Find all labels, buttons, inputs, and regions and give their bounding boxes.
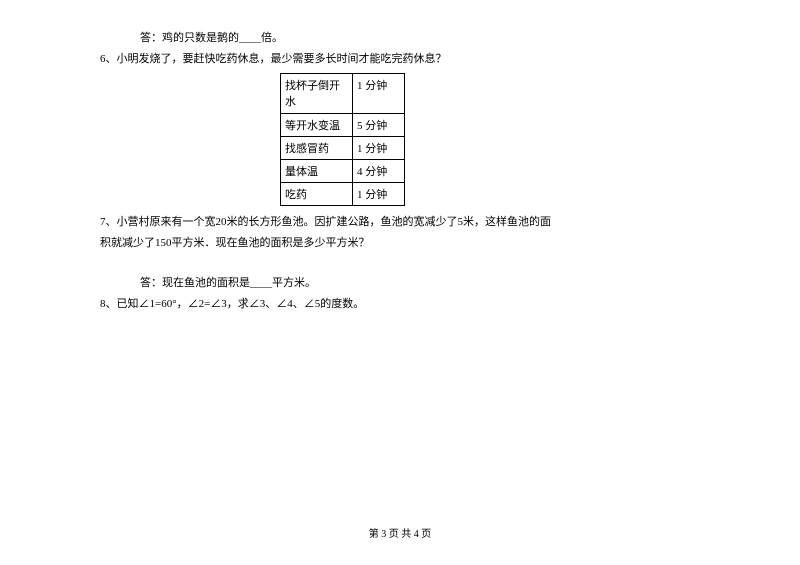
time-cell: 1 分钟 [353, 74, 405, 114]
q8-text: 8、已知∠1=60°，∠2=∠3，求∠3、∠4、∠5的度数。 [100, 296, 700, 314]
q5-answer-line: 答：鸡的只数是鹅的____倍。 [100, 30, 700, 48]
activity-table-container: 找杯子倒开水1 分钟等开水变温5 分钟找感冒药1 分钟量体温4 分钟吃药1 分钟 [280, 73, 700, 206]
time-cell: 1 分钟 [353, 183, 405, 206]
activity-table: 找杯子倒开水1 分钟等开水变温5 分钟找感冒药1 分钟量体温4 分钟吃药1 分钟 [280, 73, 405, 206]
table-row: 找杯子倒开水1 分钟 [281, 74, 405, 114]
activity-cell: 量体温 [281, 160, 353, 183]
activity-cell: 找感冒药 [281, 137, 353, 160]
table-row: 吃药1 分钟 [281, 183, 405, 206]
time-cell: 4 分钟 [353, 160, 405, 183]
activity-cell: 找杯子倒开水 [281, 74, 353, 114]
page-footer: 第 3 页 共 4 页 [0, 525, 800, 540]
time-cell: 1 分钟 [353, 137, 405, 160]
q6-text: 6、小明发烧了，要赶快吃药休息，最少需要多长时间才能吃完药休息？ [100, 51, 700, 69]
table-row: 等开水变温5 分钟 [281, 114, 405, 137]
table-row: 找感冒药1 分钟 [281, 137, 405, 160]
q7-line1: 7、小营村原来有一个宽20米的长方形鱼池。因扩建公路，鱼池的宽减少了5米，这样鱼… [100, 214, 700, 232]
time-cell: 5 分钟 [353, 114, 405, 137]
q7-line2: 积就减少了150平方米．现在鱼池的面积是多少平方米？ [100, 235, 700, 253]
table-row: 量体温4 分钟 [281, 160, 405, 183]
q7-answer-line: 答：现在鱼池的面积是____平方米。 [100, 275, 700, 293]
activity-cell: 等开水变温 [281, 114, 353, 137]
activity-cell: 吃药 [281, 183, 353, 206]
